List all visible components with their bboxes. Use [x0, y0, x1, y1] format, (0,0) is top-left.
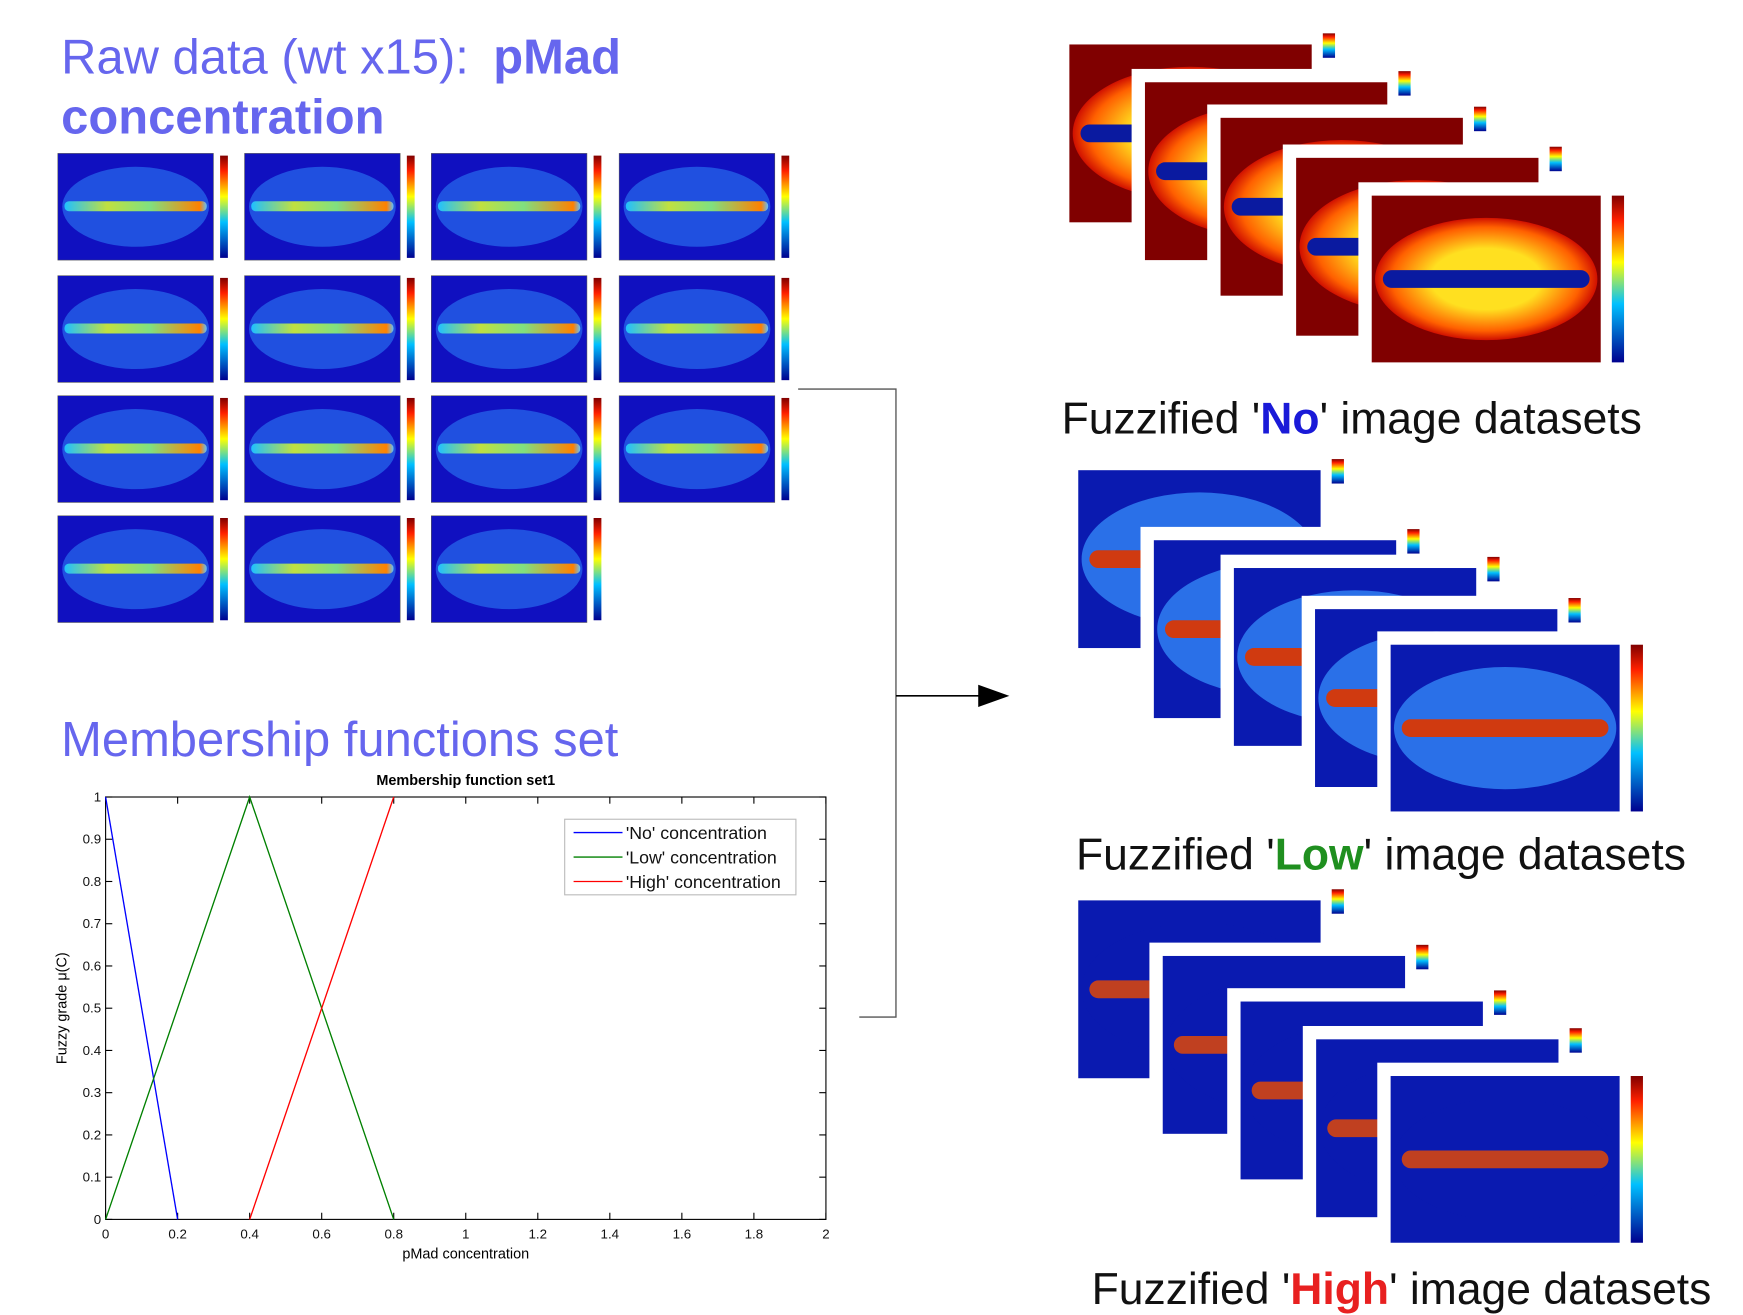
caption: Fuzzified 'No' image datasets — [1062, 395, 1642, 444]
stack-colorbar — [1550, 147, 1562, 171]
thumb-streak — [251, 564, 393, 574]
thumb-colorbar — [220, 398, 228, 500]
thumb-streak — [64, 201, 206, 211]
legend-label: 'High' concentration — [626, 872, 781, 892]
x-tick-label: 2 — [822, 1226, 829, 1241]
stack-colorbar — [1631, 1076, 1643, 1243]
stack-streak — [1402, 719, 1609, 737]
y-tick-label: 0.8 — [83, 874, 102, 889]
thumb-streak — [438, 323, 580, 333]
heading-emphasis: pMad — [493, 30, 621, 84]
stack-colorbar — [1398, 71, 1410, 95]
thumb-colorbar — [594, 398, 602, 500]
thumb-streak — [626, 201, 768, 211]
x-tick-label: 1.2 — [529, 1226, 548, 1241]
thumb-streak — [251, 444, 393, 454]
heading: Raw data (wt x15): pMad — [61, 30, 621, 84]
thumb-colorbar — [781, 278, 789, 380]
stack-colorbar — [1494, 990, 1506, 1014]
thumb-streak — [626, 444, 768, 454]
thumb-colorbar — [594, 278, 602, 380]
caption: Fuzzified 'Low' image datasets — [1076, 830, 1686, 879]
y-tick-label: 0.2 — [83, 1127, 102, 1142]
stack-colorbar — [1570, 1028, 1582, 1052]
caption-key: No — [1260, 395, 1319, 444]
thumb-colorbar — [407, 398, 415, 500]
thumb-colorbar — [220, 156, 228, 258]
caption-text: ' image datasets — [1389, 1265, 1711, 1314]
thumb-streak — [438, 564, 580, 574]
stack-colorbar — [1323, 33, 1335, 57]
heading-emphasis: concentration — [61, 90, 384, 144]
thumb-colorbar — [220, 518, 228, 620]
thumb-streak — [64, 444, 206, 454]
y-axis-label: Fuzzy grade μ(C) — [55, 952, 71, 1064]
y-tick-label: 0.1 — [83, 1170, 102, 1185]
thumb-streak — [438, 444, 580, 454]
heading-prefix: Raw data (wt x15): — [61, 30, 469, 84]
stack-colorbar — [1487, 557, 1499, 581]
y-tick-label: 0.5 — [83, 1001, 102, 1016]
x-tick-label: 0.8 — [384, 1226, 403, 1241]
fuzzified-stacks — [1056, 31, 1651, 1256]
caption-text: Fuzzified ' — [1092, 1265, 1291, 1314]
caption-text: ' image datasets — [1364, 830, 1686, 879]
thumb-streak — [251, 323, 393, 333]
x-tick-label: 1.6 — [673, 1226, 692, 1241]
y-tick-label: 0.4 — [83, 1043, 102, 1058]
y-tick-label: 0.9 — [83, 832, 102, 847]
thumb-colorbar — [594, 518, 602, 620]
x-tick-label: 1 — [462, 1226, 469, 1241]
thumb-colorbar — [781, 156, 789, 258]
legend-label: 'No' concentration — [626, 823, 767, 843]
x-tick-label: 0 — [102, 1226, 109, 1241]
caption-text: ' image datasets — [1320, 395, 1642, 444]
slide: Raw data (wt x15): pMad concentration Mem… — [0, 0, 1743, 1315]
stack-colorbar — [1631, 645, 1643, 812]
stack-colorbar — [1332, 459, 1344, 483]
thumb-streak — [626, 323, 768, 333]
caption-key: Low — [1275, 830, 1364, 879]
caption-text: Fuzzified ' — [1062, 395, 1261, 444]
thumb-streak — [64, 323, 206, 333]
x-tick-label: 0.2 — [168, 1226, 187, 1241]
thumb-streak — [251, 201, 393, 211]
stack-colorbar — [1407, 529, 1419, 553]
y-tick-label: 0 — [94, 1212, 101, 1227]
caption-key: High — [1290, 1265, 1389, 1314]
chart-title: Membership function set1 — [376, 773, 555, 789]
thumb-streak — [438, 201, 580, 211]
membership-heading: Membership functions set — [61, 713, 619, 767]
stack-colorbar — [1416, 945, 1428, 969]
y-tick-label: 1 — [94, 789, 101, 804]
thumb-colorbar — [220, 278, 228, 380]
thumb-streak — [64, 564, 206, 574]
x-tick-label: 1.8 — [745, 1226, 764, 1241]
stack-colorbar — [1332, 889, 1344, 913]
legend-label: 'Low' concentration — [626, 848, 777, 868]
arrow-head — [978, 685, 1009, 707]
stack-streak — [1402, 1150, 1609, 1168]
y-tick-label: 0.3 — [83, 1085, 102, 1100]
stack-colorbar — [1612, 196, 1624, 363]
x-tick-label: 0.6 — [312, 1226, 331, 1241]
thumb-colorbar — [407, 278, 415, 380]
thumb-colorbar — [781, 398, 789, 500]
x-tick-label: 0.4 — [240, 1226, 259, 1241]
stack-streak — [1383, 270, 1590, 288]
x-axis-label: pMad concentration — [402, 1246, 529, 1262]
thumb-colorbar — [594, 156, 602, 258]
stack-colorbar — [1568, 598, 1580, 622]
caption-text: Fuzzified ' — [1076, 830, 1275, 879]
raw-thumbnails — [58, 153, 789, 622]
stack-colorbar — [1474, 107, 1486, 131]
y-tick-label: 0.7 — [83, 916, 102, 931]
caption: Fuzzified 'High' image datasets — [1092, 1265, 1712, 1314]
thumb-colorbar — [407, 518, 415, 620]
thumb-colorbar — [407, 156, 415, 258]
x-tick-label: 1.4 — [601, 1226, 620, 1241]
y-tick-label: 0.6 — [83, 958, 102, 973]
membership-chart: Membership function set1 pMad concentrati… — [55, 773, 830, 1263]
